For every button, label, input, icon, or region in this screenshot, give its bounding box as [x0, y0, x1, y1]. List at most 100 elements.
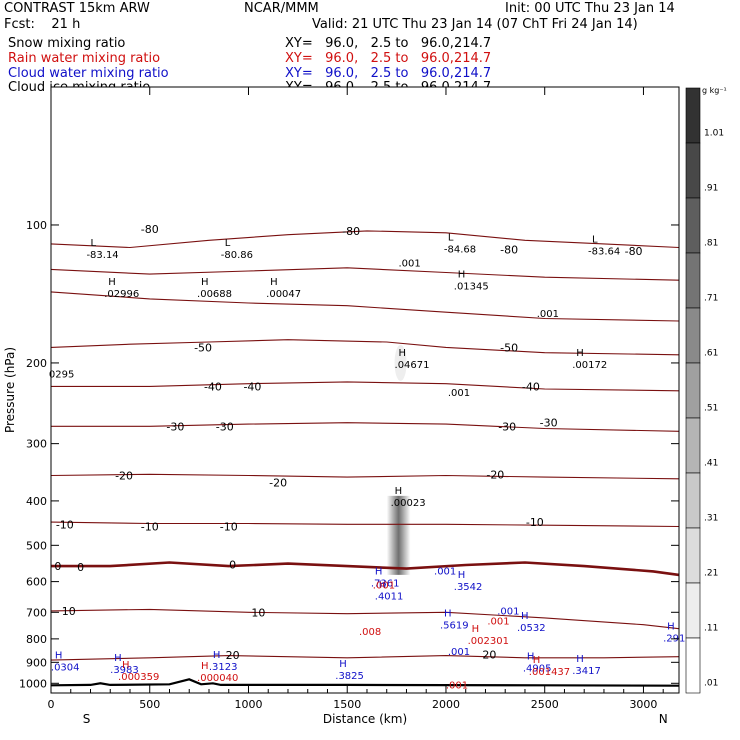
- temperature-contour-label: -40: [522, 380, 540, 393]
- colorbar-cell: [685, 87, 701, 144]
- rain-value-label: .001: [373, 580, 395, 591]
- temperature-contour-label: -80: [342, 225, 360, 238]
- x-tick-label: 1500: [333, 698, 361, 711]
- colorbar-cell: [685, 417, 701, 474]
- colorbar-tick-label: .01: [704, 679, 718, 689]
- colorbar-cell: [685, 142, 701, 199]
- snow-extremum-letter: L: [90, 238, 96, 249]
- cloud-water-value-label: .0304: [51, 663, 80, 674]
- colorbar-tick-label: .41: [704, 459, 718, 469]
- colorbar-tick-label: .71: [704, 294, 718, 304]
- snow-extremum-letter: H: [458, 270, 466, 281]
- cloud-water-extremum-letter: H: [339, 659, 347, 670]
- temperature-contour-label: -40: [204, 380, 222, 393]
- cloud-water-extremum-letter: H: [458, 570, 466, 581]
- field-xy-cloud-water: XY= 96.0, 2.5 to 96.0,214.7: [285, 66, 492, 81]
- snow-value-label: -83.14: [86, 250, 118, 261]
- snow-value-label: .04671: [395, 360, 430, 371]
- snow-extremum-letter: L: [225, 238, 231, 249]
- colorbar-cell: [685, 307, 701, 364]
- snow-extremum-letter: H: [399, 348, 407, 359]
- cloud-water-value-label: .4011: [375, 591, 404, 602]
- temperature-contour-label: 20: [226, 649, 240, 662]
- rain-value-label: .001: [487, 616, 509, 627]
- colorbar-tick-label: .21: [704, 569, 718, 579]
- temperature-contour-label: -10: [141, 521, 159, 534]
- x-tick-label: 500: [139, 698, 160, 711]
- field-xy-snow: XY= 96.0, 2.5 to 96.0,214.7: [285, 36, 492, 51]
- colorbar-tick-label: .91: [704, 184, 718, 194]
- temperature-contour-label: 20: [482, 648, 496, 661]
- init-time: Init: 00 UTC Thu 23 Jan 14: [505, 1, 675, 16]
- colorbar-cell: [685, 472, 701, 529]
- colorbar-cell: [685, 582, 701, 639]
- colorbar-unit: g kg⁻¹: [702, 86, 727, 95]
- snow-shading-column: [386, 495, 411, 575]
- temperature-contour-layer: -80 -80 -80 -80 -50 -50 -40 -40 -40 -30 -30 -30 -30 -…: [50, 223, 680, 662]
- rain-value-label: .001437: [529, 667, 570, 678]
- temperature-contour: [50, 608, 680, 630]
- temperature-contour: [50, 267, 680, 281]
- temperature-contour-label: -10: [526, 516, 544, 529]
- snow-value-label: -83.64: [588, 246, 620, 257]
- temperature-contour-label: 0: [54, 560, 61, 573]
- cloud-water-extremum-letter: H: [444, 608, 452, 619]
- temperature-contour: [50, 339, 680, 356]
- cloud-water-value-label: .0532: [517, 623, 546, 634]
- temperature-contour-label: -80: [500, 243, 518, 256]
- rain-extremum-letter: H: [201, 661, 209, 672]
- plot-frame: [50, 86, 680, 694]
- snow-shading-layer: [51, 87, 679, 693]
- temperature-contour-label: -10: [220, 521, 238, 534]
- temperature-contour-label: -30: [498, 420, 516, 433]
- y-tick-label: 300: [26, 438, 47, 451]
- x-end-label-south: S: [83, 712, 91, 726]
- x-tick-label: 1000: [234, 698, 262, 711]
- terrain-layer: [50, 678, 680, 687]
- cloud-water-value-label: .3983: [110, 665, 139, 676]
- y-tick-label: 600: [26, 576, 47, 589]
- x-end-label-north: N: [659, 712, 668, 726]
- cloud-water-extremum-letter: H: [375, 567, 383, 578]
- temperature-contour-label: -30: [540, 417, 558, 430]
- temperature-contour-label: -80: [625, 245, 643, 258]
- valid-time: Valid: 21 UTC Thu 23 Jan 14 (07 ChT Fri …: [312, 17, 638, 32]
- colorbar-cell: [685, 362, 701, 419]
- temperature-contour: [51, 422, 680, 432]
- cloud-water-extremum-letter: H: [667, 621, 675, 632]
- temperature-contour-label: -50: [194, 341, 212, 354]
- temperature-contour-label: 0: [77, 561, 84, 574]
- snow-value-label: .00172: [572, 360, 607, 371]
- colorbar-tick-label: .61: [704, 349, 718, 359]
- y-tick-label: 200: [26, 357, 47, 370]
- colorbar-tick-label: .81: [704, 239, 718, 249]
- cloud-water-value-label: .5619: [440, 620, 469, 631]
- cloud-water-extremum-letter: H: [379, 579, 387, 590]
- y-tick-label: 400: [26, 495, 47, 508]
- y-tick-label: 500: [26, 539, 47, 552]
- rain-extremum-letter: H: [122, 660, 130, 671]
- y-tick-label: 900: [26, 656, 47, 669]
- temperature-contour: [51, 561, 680, 577]
- cloud-water-value-label: .4905: [523, 664, 552, 675]
- rain-value-label: .000359: [118, 672, 159, 683]
- temperature-contour-label: -30: [216, 420, 234, 433]
- temperature-contour: [50, 473, 680, 480]
- temperature-contour: [51, 381, 680, 392]
- temperature-contour-label: -10: [56, 518, 74, 531]
- colorbar-tick-label: .11: [704, 624, 718, 634]
- temperature-contour-label: 0: [229, 558, 236, 571]
- temperature-contour: [50, 291, 680, 322]
- rain-value-label: .008: [359, 627, 381, 638]
- cloud-water-extremum-letter: H: [114, 653, 122, 664]
- cloud-water-value-label: .001: [448, 647, 470, 658]
- temperature-contour-label: -20: [486, 468, 504, 481]
- y-axis-title: Pressure (hPa): [3, 347, 17, 433]
- snow-value-label: .001: [398, 258, 420, 269]
- terrain-line: [50, 678, 680, 687]
- snow-value-label: 0295: [49, 370, 74, 381]
- snow-extremum-letter: H: [270, 277, 278, 288]
- y-tick-label: 800: [26, 633, 47, 646]
- cloud-water-value-label: .3825: [335, 671, 364, 682]
